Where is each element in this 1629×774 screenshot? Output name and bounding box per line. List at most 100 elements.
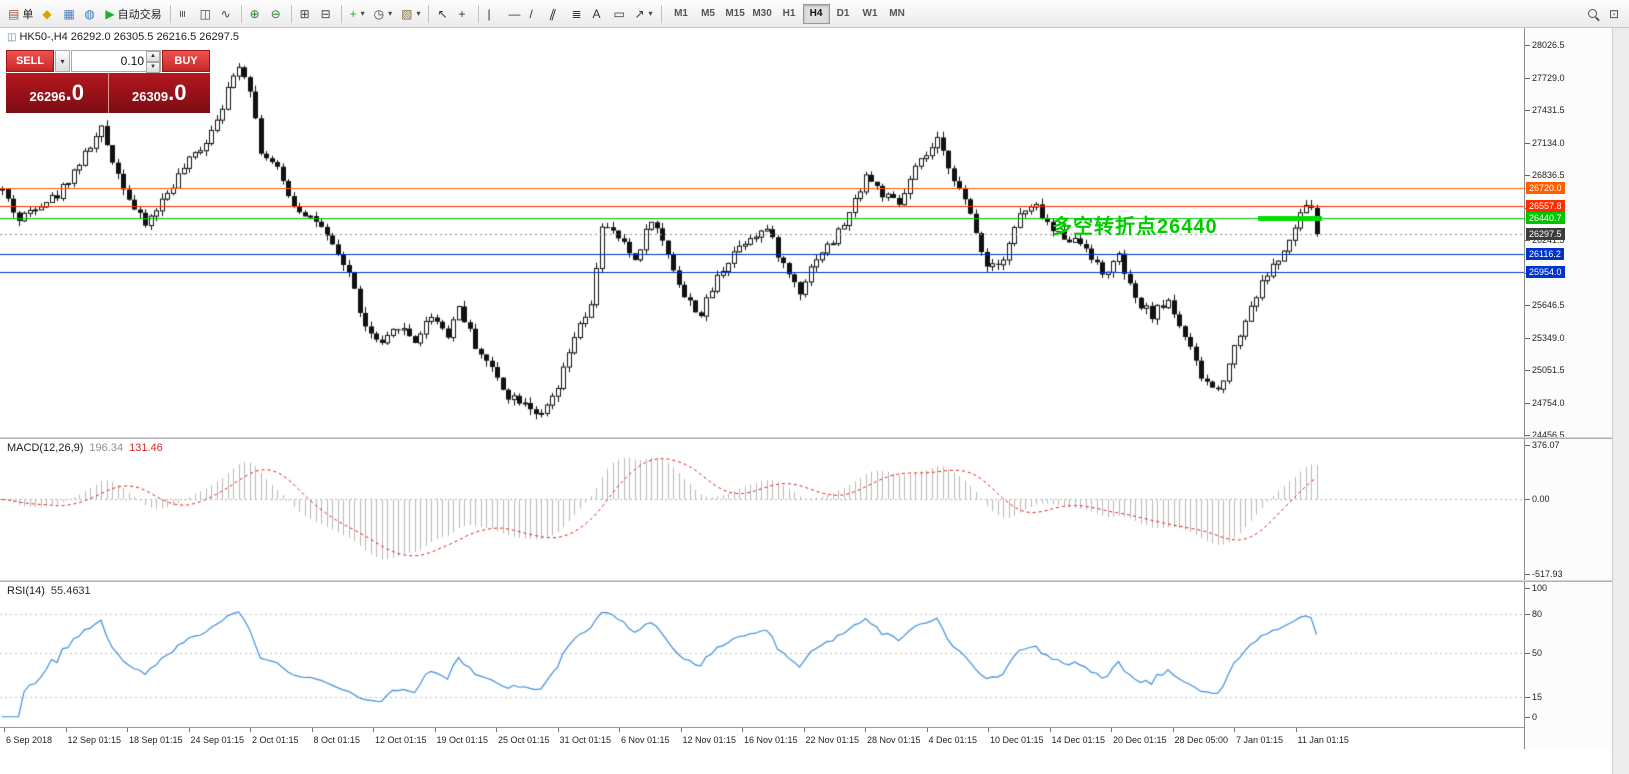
horizontal-line-button[interactable]: —: [504, 3, 524, 25]
time-axis-label: 28 Dec 05:00: [1174, 735, 1229, 745]
zoom-in-icon: ⊕: [249, 6, 260, 21]
timeframe-m5-button[interactable]: M5: [695, 4, 722, 24]
price-tick-label: 27431.5: [1525, 105, 1565, 116]
price-tick-label: 26836.5: [1525, 170, 1565, 181]
time-tick: [619, 728, 620, 732]
time-axis-label: 25 Oct 01:15: [498, 735, 550, 745]
time-tick: [1295, 728, 1297, 732]
charts-profile-button[interactable]: ◆: [38, 3, 58, 25]
time-axis-label: 22 Nov 01:15: [805, 735, 860, 745]
bars-chart-icon: ≡: [175, 9, 190, 18]
indicators-button[interactable]: + ▾: [346, 3, 369, 25]
market-watch-icon: ▦: [63, 6, 75, 21]
label-icon: ▭: [613, 6, 625, 21]
text-button[interactable]: A: [588, 3, 608, 25]
horizontal-line-icon: —: [508, 6, 521, 21]
order-type-dropdown[interactable]: ▾: [55, 50, 70, 72]
price-axis[interactable]: 28026.527729.027431.527134.026836.526539…: [1524, 28, 1612, 749]
price-chart-panel: ◫ HK50-,H4 26292.0 26305.5 26216.5 26297.…: [0, 28, 1524, 437]
templates-button[interactable]: ▧ ▾: [397, 3, 424, 25]
new-order-button[interactable]: ▤ 单: [4, 3, 37, 25]
docking-icon: ⊡: [1609, 6, 1620, 21]
price-tick-label: 25051.5: [1525, 365, 1565, 376]
candles-chart-icon: ◫: [199, 6, 211, 21]
time-axis-label: 7 Jan 01:15: [1236, 735, 1284, 745]
channel-button[interactable]: ∥: [546, 3, 566, 25]
tile-windows-icon: ⊞: [299, 6, 310, 21]
panel-separator[interactable]: [0, 437, 1612, 439]
rsi-axis-label: 80: [1524, 609, 1543, 620]
time-axis-label: 8 Oct 01:15: [313, 735, 361, 745]
timeframe-h1-button[interactable]: H1: [776, 4, 803, 24]
channel-icon: ∥: [548, 5, 559, 22]
timeframe-m15-button[interactable]: M15: [722, 4, 749, 24]
indicators-icon: +: [349, 6, 357, 21]
time-tick: [803, 728, 805, 732]
time-tick: [680, 728, 682, 732]
trendline-icon: /: [529, 6, 533, 21]
buy-price-panel[interactable]: 26309.0: [108, 73, 210, 113]
time-axis-label: 18 Sep 01:15: [129, 735, 183, 745]
time-tick: [1111, 728, 1112, 732]
timeframe-m30-button[interactable]: M30: [749, 4, 776, 24]
toolbar-separator: [240, 4, 242, 23]
crosshair-icon: +: [458, 6, 466, 21]
sell-button[interactable]: SELL: [6, 50, 54, 72]
zoom-in-button[interactable]: ⊕: [246, 3, 266, 25]
sell-price-panel[interactable]: 26296.0: [6, 73, 109, 113]
timeframe-w1-button[interactable]: W1: [857, 4, 884, 24]
time-tick: [65, 728, 67, 732]
macd-canvas[interactable]: [0, 439, 1524, 580]
navigator-globe-button[interactable]: ◍: [80, 3, 100, 25]
price-tick-label: 24456.5: [1525, 430, 1565, 441]
vertical-scrollbar[interactable]: [1612, 28, 1629, 774]
tile-windows-button[interactable]: ⊞: [296, 3, 316, 25]
autotrading-button[interactable]: ▶ 自动交易: [101, 3, 165, 25]
panel-separator[interactable]: [0, 580, 1612, 582]
vertical-line-icon: |: [487, 6, 491, 21]
zoom-out-button[interactable]: ⊖: [267, 3, 287, 25]
price-tick-label: 27134.0: [1525, 137, 1565, 148]
rsi-axis-label: 0: [1524, 711, 1538, 722]
time-tick: [250, 728, 251, 732]
time-tick: [188, 728, 190, 732]
toolbar-separator: [169, 4, 171, 23]
timeframe-h4-button[interactable]: H4: [802, 3, 830, 24]
shapes-button[interactable]: ↗ ▾: [630, 3, 656, 25]
toolbar: ▤ 单 ◆ ▦ ◍ ▶ 自动交易 ≡ ◫ ∿ ⊕ ⊖ ⊞ ⊟ + ▾ ◷ ▾ ▧ ▾ ↖ + | — / ∥ ≣ A ▭ ↗ ▾ M1 M5 M1…: [0, 0, 1629, 28]
trendline-button[interactable]: /: [525, 3, 545, 25]
price-tick-label: 27729.0: [1525, 72, 1565, 83]
price-tick-label: 25646.5: [1525, 300, 1565, 311]
volume-input[interactable]: [72, 51, 160, 71]
market-watch-button[interactable]: ▦: [59, 3, 79, 25]
navigator-globe-icon: ◍: [84, 6, 95, 21]
candles-chart-button[interactable]: ◫: [196, 3, 216, 25]
timeframe-d1-button[interactable]: D1: [830, 4, 857, 24]
buy-button[interactable]: BUY: [162, 50, 210, 72]
dropdown-arrow-icon: ▾: [388, 9, 393, 18]
periods-button[interactable]: ◷ ▾: [370, 3, 397, 25]
docking-button[interactable]: ⊡: [1605, 3, 1625, 25]
symbol-search-button[interactable]: [1584, 3, 1604, 25]
cursor-button[interactable]: ↖: [433, 3, 453, 25]
timeframe-mn-button[interactable]: MN: [884, 4, 911, 24]
volume-up-icon[interactable]: ▲: [146, 51, 160, 62]
rsi-canvas[interactable]: [0, 582, 1524, 727]
volume-down-icon[interactable]: ▼: [146, 62, 160, 73]
macd-axis-label: 376.07: [1525, 440, 1560, 451]
timeframe-m1-button[interactable]: M1: [668, 4, 695, 24]
time-axis-label: 4 Dec 01:15: [928, 735, 978, 745]
bars-chart-button[interactable]: ≡: [175, 3, 195, 25]
macd-panel: MACD(12,26,9) 196.34 131.46: [0, 439, 1524, 580]
time-tick: [4, 728, 5, 732]
time-axis[interactable]: 6 Sep 2018 12 Sep 01:15 18 Sep 01:15 24 Sep…: [0, 727, 1524, 749]
arrange-windows-button[interactable]: ⊟: [317, 3, 337, 25]
label-button[interactable]: ▭: [609, 3, 629, 25]
price-chart-canvas[interactable]: [0, 28, 1524, 437]
vertical-line-button[interactable]: |: [483, 3, 503, 25]
fibonacci-button[interactable]: ≣: [567, 3, 587, 25]
line-chart-icon: ∿: [220, 6, 231, 21]
crosshair-button[interactable]: +: [454, 3, 474, 25]
line-chart-button[interactable]: ∿: [217, 3, 237, 25]
time-tick: [434, 728, 436, 732]
